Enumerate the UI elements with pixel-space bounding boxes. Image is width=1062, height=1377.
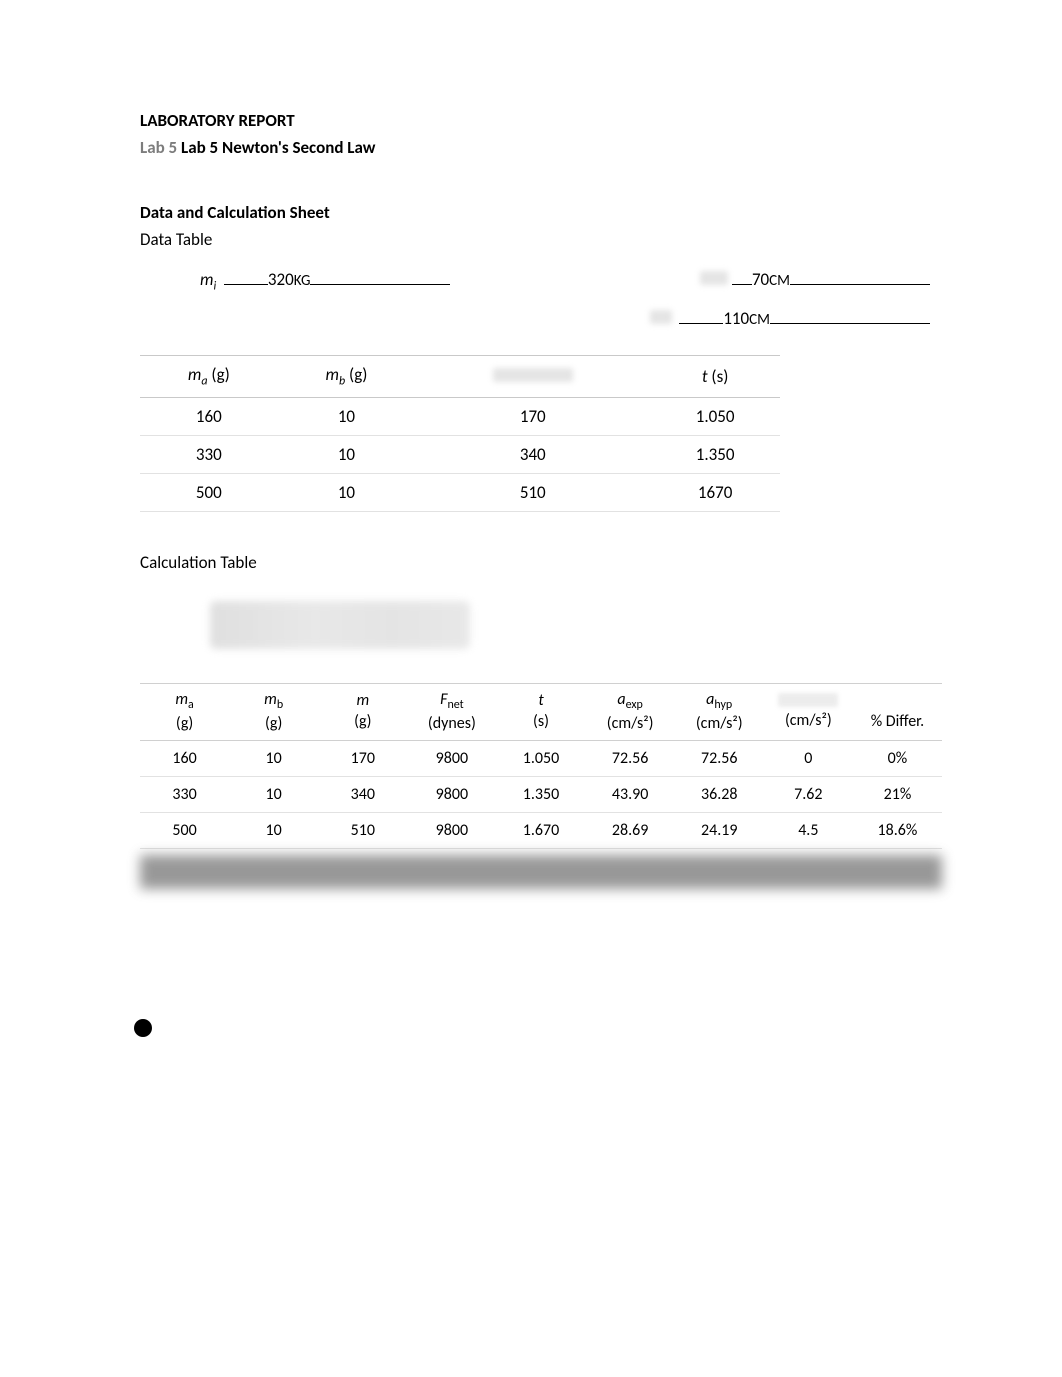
distance1-measurement: 70CM	[700, 268, 942, 293]
calc-col-fnet: Fnet(dynes)	[407, 683, 496, 741]
cell: 9800	[407, 813, 496, 849]
cell: 9800	[407, 777, 496, 813]
distance1-value: 70	[752, 269, 769, 290]
cell: 10	[229, 741, 318, 777]
cell: 1.350	[650, 435, 780, 473]
calc-col-diff: % Differ.	[853, 683, 942, 741]
distance1-unit: CM	[769, 272, 790, 290]
table-row: 160 10 170 1.050	[140, 397, 780, 435]
data-col-blur	[415, 356, 650, 397]
lab-title-line: Lab 5 Lab 5 Newton's Second Law	[140, 137, 942, 158]
cell: 1.050	[496, 741, 585, 777]
report-heading: LABORATORY REPORT	[140, 110, 942, 131]
mass-unit: KG	[294, 272, 311, 290]
calc-col-blur: (cm/s²)	[764, 683, 853, 741]
data-col-ma: ma (g)	[140, 356, 278, 397]
cell: 160	[140, 397, 278, 435]
cell: 10	[229, 777, 318, 813]
calc-col-ma: ma(g)	[140, 683, 229, 741]
cell: 1.050	[650, 397, 780, 435]
cell: 1.670	[496, 813, 585, 849]
distance2-symbol-blur	[650, 310, 672, 324]
cell: 0%	[853, 741, 942, 777]
cell: 160	[140, 741, 229, 777]
distance1-symbol-blur	[700, 271, 728, 285]
data-table-header-row: ma (g) mb (g) t (s)	[140, 356, 780, 397]
cell: 9800	[407, 741, 496, 777]
cell: 1670	[650, 473, 780, 511]
calc-col-aexp: aexp(cm/s²)	[586, 683, 675, 741]
calc-table-header-row: ma(g) mb(g) m(g) Fnet(dynes) t(s) aexp(c…	[140, 683, 942, 741]
cell: 10	[229, 813, 318, 849]
lab-title: Lab 5 Newton's Second Law	[181, 137, 375, 158]
table-row: 330 10 340 9800 1.350 43.90 36.28 7.62 2…	[140, 777, 942, 813]
calc-col-t: t(s)	[496, 683, 585, 741]
cell: 510	[318, 813, 407, 849]
mass-measurement: mi 320KG	[140, 268, 450, 293]
cell: 36.28	[675, 777, 764, 813]
cell: 72.56	[586, 741, 675, 777]
cell: 510	[415, 473, 650, 511]
cell: 21%	[853, 777, 942, 813]
cell: 170	[415, 397, 650, 435]
cell: 340	[415, 435, 650, 473]
cell: 340	[318, 777, 407, 813]
distance2-unit: CM	[749, 311, 770, 329]
cell: 330	[140, 435, 278, 473]
mass-subscript: i	[213, 279, 216, 293]
calc-table: ma(g) mb(g) m(g) Fnet(dynes) t(s) aexp(c…	[140, 683, 942, 850]
cell: 500	[140, 473, 278, 511]
table-row: 500 10 510 1670	[140, 473, 780, 511]
cell: 28.69	[586, 813, 675, 849]
data-table-label: Data Table	[140, 229, 942, 250]
calc-col-mb: mb(g)	[229, 683, 318, 741]
data-table: ma (g) mb (g) t (s) 160 10 170 1.050 330…	[140, 355, 780, 511]
cell: 10	[278, 435, 416, 473]
data-table-body: 160 10 170 1.050 330 10 340 1.350 500 10…	[140, 397, 780, 511]
table-row: 500 10 510 9800 1.670 28.69 24.19 4.5 18…	[140, 813, 942, 849]
formula-blur	[210, 601, 470, 649]
measurement-row-2: 110CM	[140, 307, 942, 329]
cell: 43.90	[586, 777, 675, 813]
mass-symbol: m	[200, 269, 213, 290]
cell: 72.56	[675, 741, 764, 777]
section-heading: Data and Calculation Sheet	[140, 202, 942, 223]
calc-table-label: Calculation Table	[140, 552, 942, 573]
calc-col-m: m(g)	[318, 683, 407, 741]
cell: 24.19	[675, 813, 764, 849]
cell: 500	[140, 813, 229, 849]
calc-header-blur	[778, 693, 838, 707]
data-col-mb: mb (g)	[278, 356, 416, 397]
cell: 1.350	[496, 777, 585, 813]
cell: 330	[140, 777, 229, 813]
calc-col-ahyp: ahyp(cm/s²)	[675, 683, 764, 741]
calc-table-body: 160 10 170 9800 1.050 72.56 72.56 0 0% 3…	[140, 741, 942, 849]
cell: 4.5	[764, 813, 853, 849]
lab-prefix: Lab 5	[140, 137, 177, 158]
distance2-value: 110	[723, 308, 749, 329]
cell: 170	[318, 741, 407, 777]
table-row: 160 10 170 9800 1.050 72.56 72.56 0 0%	[140, 741, 942, 777]
bullet-dot-icon	[134, 1019, 152, 1037]
bottom-wide-blur	[140, 855, 942, 889]
table-row: 330 10 340 1.350	[140, 435, 780, 473]
mass-value: 320	[268, 269, 294, 290]
cell: 7.62	[764, 777, 853, 813]
cell: 18.6%	[853, 813, 942, 849]
cell: 10	[278, 473, 416, 511]
measurement-row-1: mi 320KG 70CM	[140, 268, 942, 293]
cell: 0	[764, 741, 853, 777]
cell: 10	[278, 397, 416, 435]
data-col-t: t (s)	[650, 356, 780, 397]
